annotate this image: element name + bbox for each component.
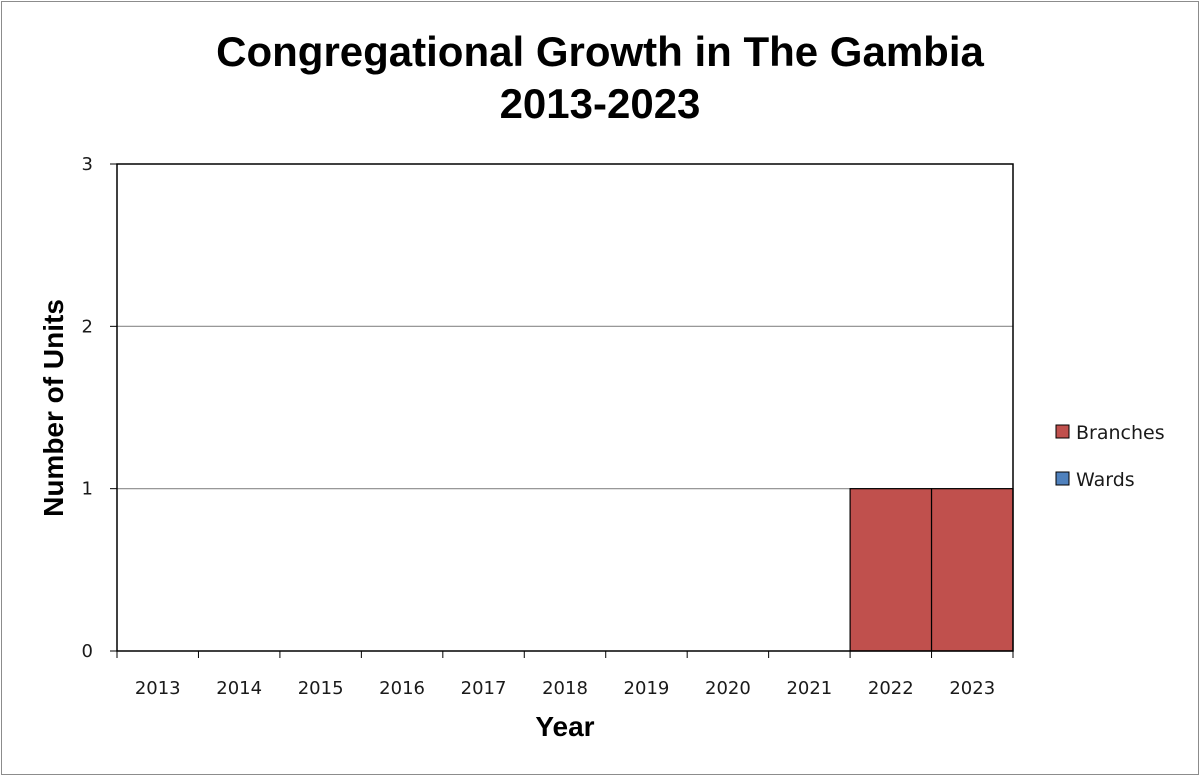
- legend-label-wards: Wards: [1076, 469, 1135, 491]
- gridlines: [117, 325, 1013, 490]
- x-tick-label: 2013: [135, 678, 181, 699]
- x-tick-label: 2021: [786, 678, 832, 699]
- y-tick-label: 0: [82, 641, 93, 662]
- y-ticks: 0 1 2 3: [82, 154, 117, 662]
- legend-swatch-branches: [1055, 424, 1070, 439]
- y-tick-label: 2: [82, 316, 93, 337]
- bar-branches-2022: [849, 488, 933, 652]
- x-axis-title: Year: [535, 711, 594, 742]
- bar-branches-2023: [930, 488, 1014, 652]
- chart-title: Congregational Growth in The Gambia: [216, 28, 984, 75]
- x-tick-label: 2017: [461, 678, 507, 699]
- legend-swatch-wards: [1055, 471, 1070, 486]
- x-tick-label: 2019: [624, 678, 670, 699]
- legend-label-branches: Branches: [1076, 422, 1165, 444]
- x-tick-label: 2022: [868, 678, 914, 699]
- y-tick-label: 1: [82, 479, 93, 500]
- x-tick-label: 2018: [542, 678, 588, 699]
- x-tick-label: 2020: [705, 678, 751, 699]
- plot-area: [116, 163, 1014, 652]
- bars: [849, 488, 1014, 652]
- legend: Branches Wards: [1055, 422, 1165, 491]
- y-tick-label: 3: [82, 154, 93, 175]
- x-tick-label: 2014: [216, 678, 262, 699]
- x-tick-label: 2016: [379, 678, 425, 699]
- x-ticks: 2013 2014 2015 2016 2017 2018 2019 2020 2021 2022…: [116, 651, 1014, 699]
- x-tick-label: 2015: [298, 678, 344, 699]
- y-axis-title: Number of Units: [38, 299, 69, 517]
- chart-subtitle: 2013-2023: [499, 80, 701, 127]
- x-tick-label: 2023: [949, 678, 995, 699]
